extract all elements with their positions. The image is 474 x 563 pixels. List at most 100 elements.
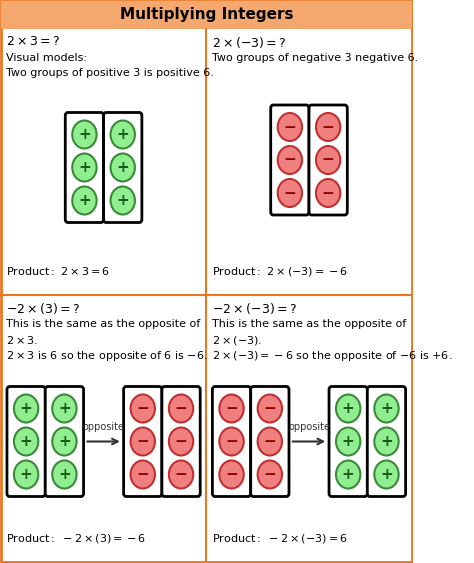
Text: Two groups of negative 3 negative 6.: Two groups of negative 3 negative 6. xyxy=(211,53,418,63)
FancyBboxPatch shape xyxy=(251,387,289,497)
Text: −: − xyxy=(137,401,149,416)
Text: +: + xyxy=(20,434,33,449)
Circle shape xyxy=(130,427,155,455)
Circle shape xyxy=(110,186,135,215)
Text: Multiplying Integers: Multiplying Integers xyxy=(119,7,293,23)
Circle shape xyxy=(258,427,282,455)
Circle shape xyxy=(374,427,399,455)
Circle shape xyxy=(258,395,282,422)
Circle shape xyxy=(278,179,302,207)
FancyBboxPatch shape xyxy=(309,105,347,215)
Text: $2\times(-3)=-6$ so the opposite of $-6$ is $+6.$: $2\times(-3)=-6$ so the opposite of $-6$… xyxy=(211,349,452,363)
Text: −: − xyxy=(283,119,296,135)
Text: −: − xyxy=(283,153,296,168)
Text: +: + xyxy=(58,467,71,482)
Text: −: − xyxy=(283,185,296,200)
Text: $2 \times 3$ is 6 so the opposite of 6 is $-6.$: $2 \times 3$ is 6 so the opposite of 6 i… xyxy=(6,349,208,363)
FancyBboxPatch shape xyxy=(1,1,412,562)
FancyBboxPatch shape xyxy=(271,105,309,215)
Circle shape xyxy=(336,461,360,489)
FancyBboxPatch shape xyxy=(124,387,162,497)
Circle shape xyxy=(110,154,135,181)
Circle shape xyxy=(316,179,340,207)
Circle shape xyxy=(169,395,193,422)
Text: +: + xyxy=(78,160,91,175)
Circle shape xyxy=(14,427,38,455)
Circle shape xyxy=(169,461,193,489)
Text: +: + xyxy=(116,127,129,142)
FancyBboxPatch shape xyxy=(367,387,406,497)
Circle shape xyxy=(14,395,38,422)
Text: +: + xyxy=(380,467,393,482)
Text: opposite: opposite xyxy=(288,422,330,431)
Text: −: − xyxy=(225,467,238,482)
Text: −: − xyxy=(225,401,238,416)
Text: opposite: opposite xyxy=(82,422,125,431)
Text: +: + xyxy=(116,160,129,175)
Text: −: − xyxy=(175,401,187,416)
Circle shape xyxy=(72,186,97,215)
FancyBboxPatch shape xyxy=(7,387,45,497)
Text: $\mathrm{Product:}\ 2 \times (-3) = -6$: $\mathrm{Product:}\ 2 \times (-3) = -6$ xyxy=(211,265,347,278)
Circle shape xyxy=(14,461,38,489)
Text: $2 \times 3 =?$: $2 \times 3 =?$ xyxy=(6,35,61,48)
FancyBboxPatch shape xyxy=(212,387,251,497)
Text: −: − xyxy=(322,185,335,200)
Circle shape xyxy=(336,395,360,422)
Text: −: − xyxy=(137,434,149,449)
FancyBboxPatch shape xyxy=(65,113,104,222)
FancyBboxPatch shape xyxy=(104,113,142,222)
Circle shape xyxy=(72,120,97,149)
Circle shape xyxy=(219,461,244,489)
Circle shape xyxy=(169,427,193,455)
Text: $\mathrm{Product:}\ -2 \times (3) = -6$: $\mathrm{Product:}\ -2 \times (3) = -6$ xyxy=(6,532,146,545)
Circle shape xyxy=(374,395,399,422)
Circle shape xyxy=(130,461,155,489)
Text: +: + xyxy=(380,401,393,416)
Circle shape xyxy=(52,461,77,489)
Text: −: − xyxy=(264,467,276,482)
Text: −: − xyxy=(137,467,149,482)
Circle shape xyxy=(336,427,360,455)
FancyBboxPatch shape xyxy=(162,387,200,497)
Text: $-2 \times (3) =?$: $-2 \times (3) =?$ xyxy=(6,301,81,316)
Circle shape xyxy=(316,113,340,141)
Text: −: − xyxy=(225,434,238,449)
Text: +: + xyxy=(20,401,33,416)
Text: +: + xyxy=(342,401,355,416)
Circle shape xyxy=(72,154,97,181)
Text: $2 \times 3.$: $2 \times 3.$ xyxy=(6,334,38,346)
Text: +: + xyxy=(78,127,91,142)
Text: −: − xyxy=(175,467,187,482)
Circle shape xyxy=(278,146,302,174)
Circle shape xyxy=(52,395,77,422)
Text: +: + xyxy=(380,434,393,449)
Text: −: − xyxy=(322,153,335,168)
Text: +: + xyxy=(58,401,71,416)
Text: This is the same as the opposite of: This is the same as the opposite of xyxy=(211,319,406,329)
Text: −: − xyxy=(264,401,276,416)
Circle shape xyxy=(219,427,244,455)
Circle shape xyxy=(258,461,282,489)
Text: −: − xyxy=(322,119,335,135)
Circle shape xyxy=(219,395,244,422)
Text: +: + xyxy=(20,467,33,482)
Circle shape xyxy=(316,146,340,174)
Circle shape xyxy=(130,395,155,422)
Text: +: + xyxy=(116,193,129,208)
Text: Two groups of positive 3 is positive 6.: Two groups of positive 3 is positive 6. xyxy=(6,68,214,78)
Text: Visual models:: Visual models: xyxy=(6,53,87,63)
Circle shape xyxy=(278,113,302,141)
Text: $2\times(-3).$: $2\times(-3).$ xyxy=(211,334,262,347)
Text: $-2 \times (-3) =?$: $-2 \times (-3) =?$ xyxy=(211,301,297,316)
Text: +: + xyxy=(342,467,355,482)
Circle shape xyxy=(52,427,77,455)
Text: $2 \times (-3) =?$: $2 \times (-3) =?$ xyxy=(211,35,286,50)
Text: This is the same as the opposite of: This is the same as the opposite of xyxy=(6,319,201,329)
Text: +: + xyxy=(58,434,71,449)
FancyBboxPatch shape xyxy=(329,387,367,497)
Text: $\mathrm{Product:}\ 2 \times 3 = 6$: $\mathrm{Product:}\ 2 \times 3 = 6$ xyxy=(6,265,110,277)
FancyBboxPatch shape xyxy=(45,387,83,497)
Text: −: − xyxy=(175,434,187,449)
Text: +: + xyxy=(78,193,91,208)
